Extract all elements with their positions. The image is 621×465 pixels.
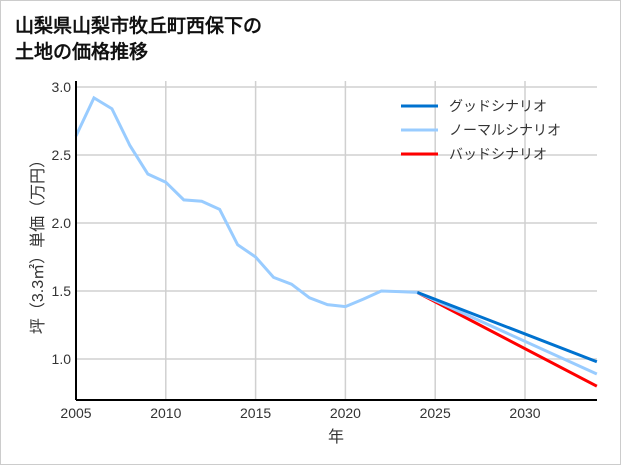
forecast-line: [416, 291, 598, 388]
chart-title-line-2: 土地の価格推移: [15, 41, 149, 63]
x-tick-label: 2005: [60, 405, 91, 421]
y-tick-label: 2.5: [52, 147, 72, 163]
x-axis-label: 年: [328, 428, 344, 446]
y-tick-label: 3.0: [52, 79, 72, 95]
legend-label: グッドシナリオ: [449, 98, 547, 114]
y-tick-label: 1.0: [52, 351, 72, 367]
legend-label: バッドシナリオ: [449, 146, 547, 162]
chart-title-line-1: 山梨県山梨市牧丘町西保下の: [15, 15, 263, 37]
x-tick-label: 2025: [420, 405, 451, 421]
history-line: [74, 95, 418, 309]
forecast-line: [416, 290, 598, 364]
legend-label: ノーマルシナリオ: [449, 122, 561, 138]
y-tick-label: 2.0: [52, 215, 72, 231]
y-axis-label: 坪（3.3㎡）単価（万円）: [29, 152, 47, 334]
x-tick-label: 2015: [240, 405, 271, 421]
chart-title: 山梨県山梨市牧丘町西保下の 土地の価格推移: [15, 13, 262, 65]
x-tick-label: 2020: [330, 405, 361, 421]
y-tick-label: 1.5: [52, 283, 72, 299]
x-tick-label: 2010: [150, 405, 181, 421]
forecast-line: [416, 290, 598, 376]
x-tick-label: 2030: [509, 405, 540, 421]
